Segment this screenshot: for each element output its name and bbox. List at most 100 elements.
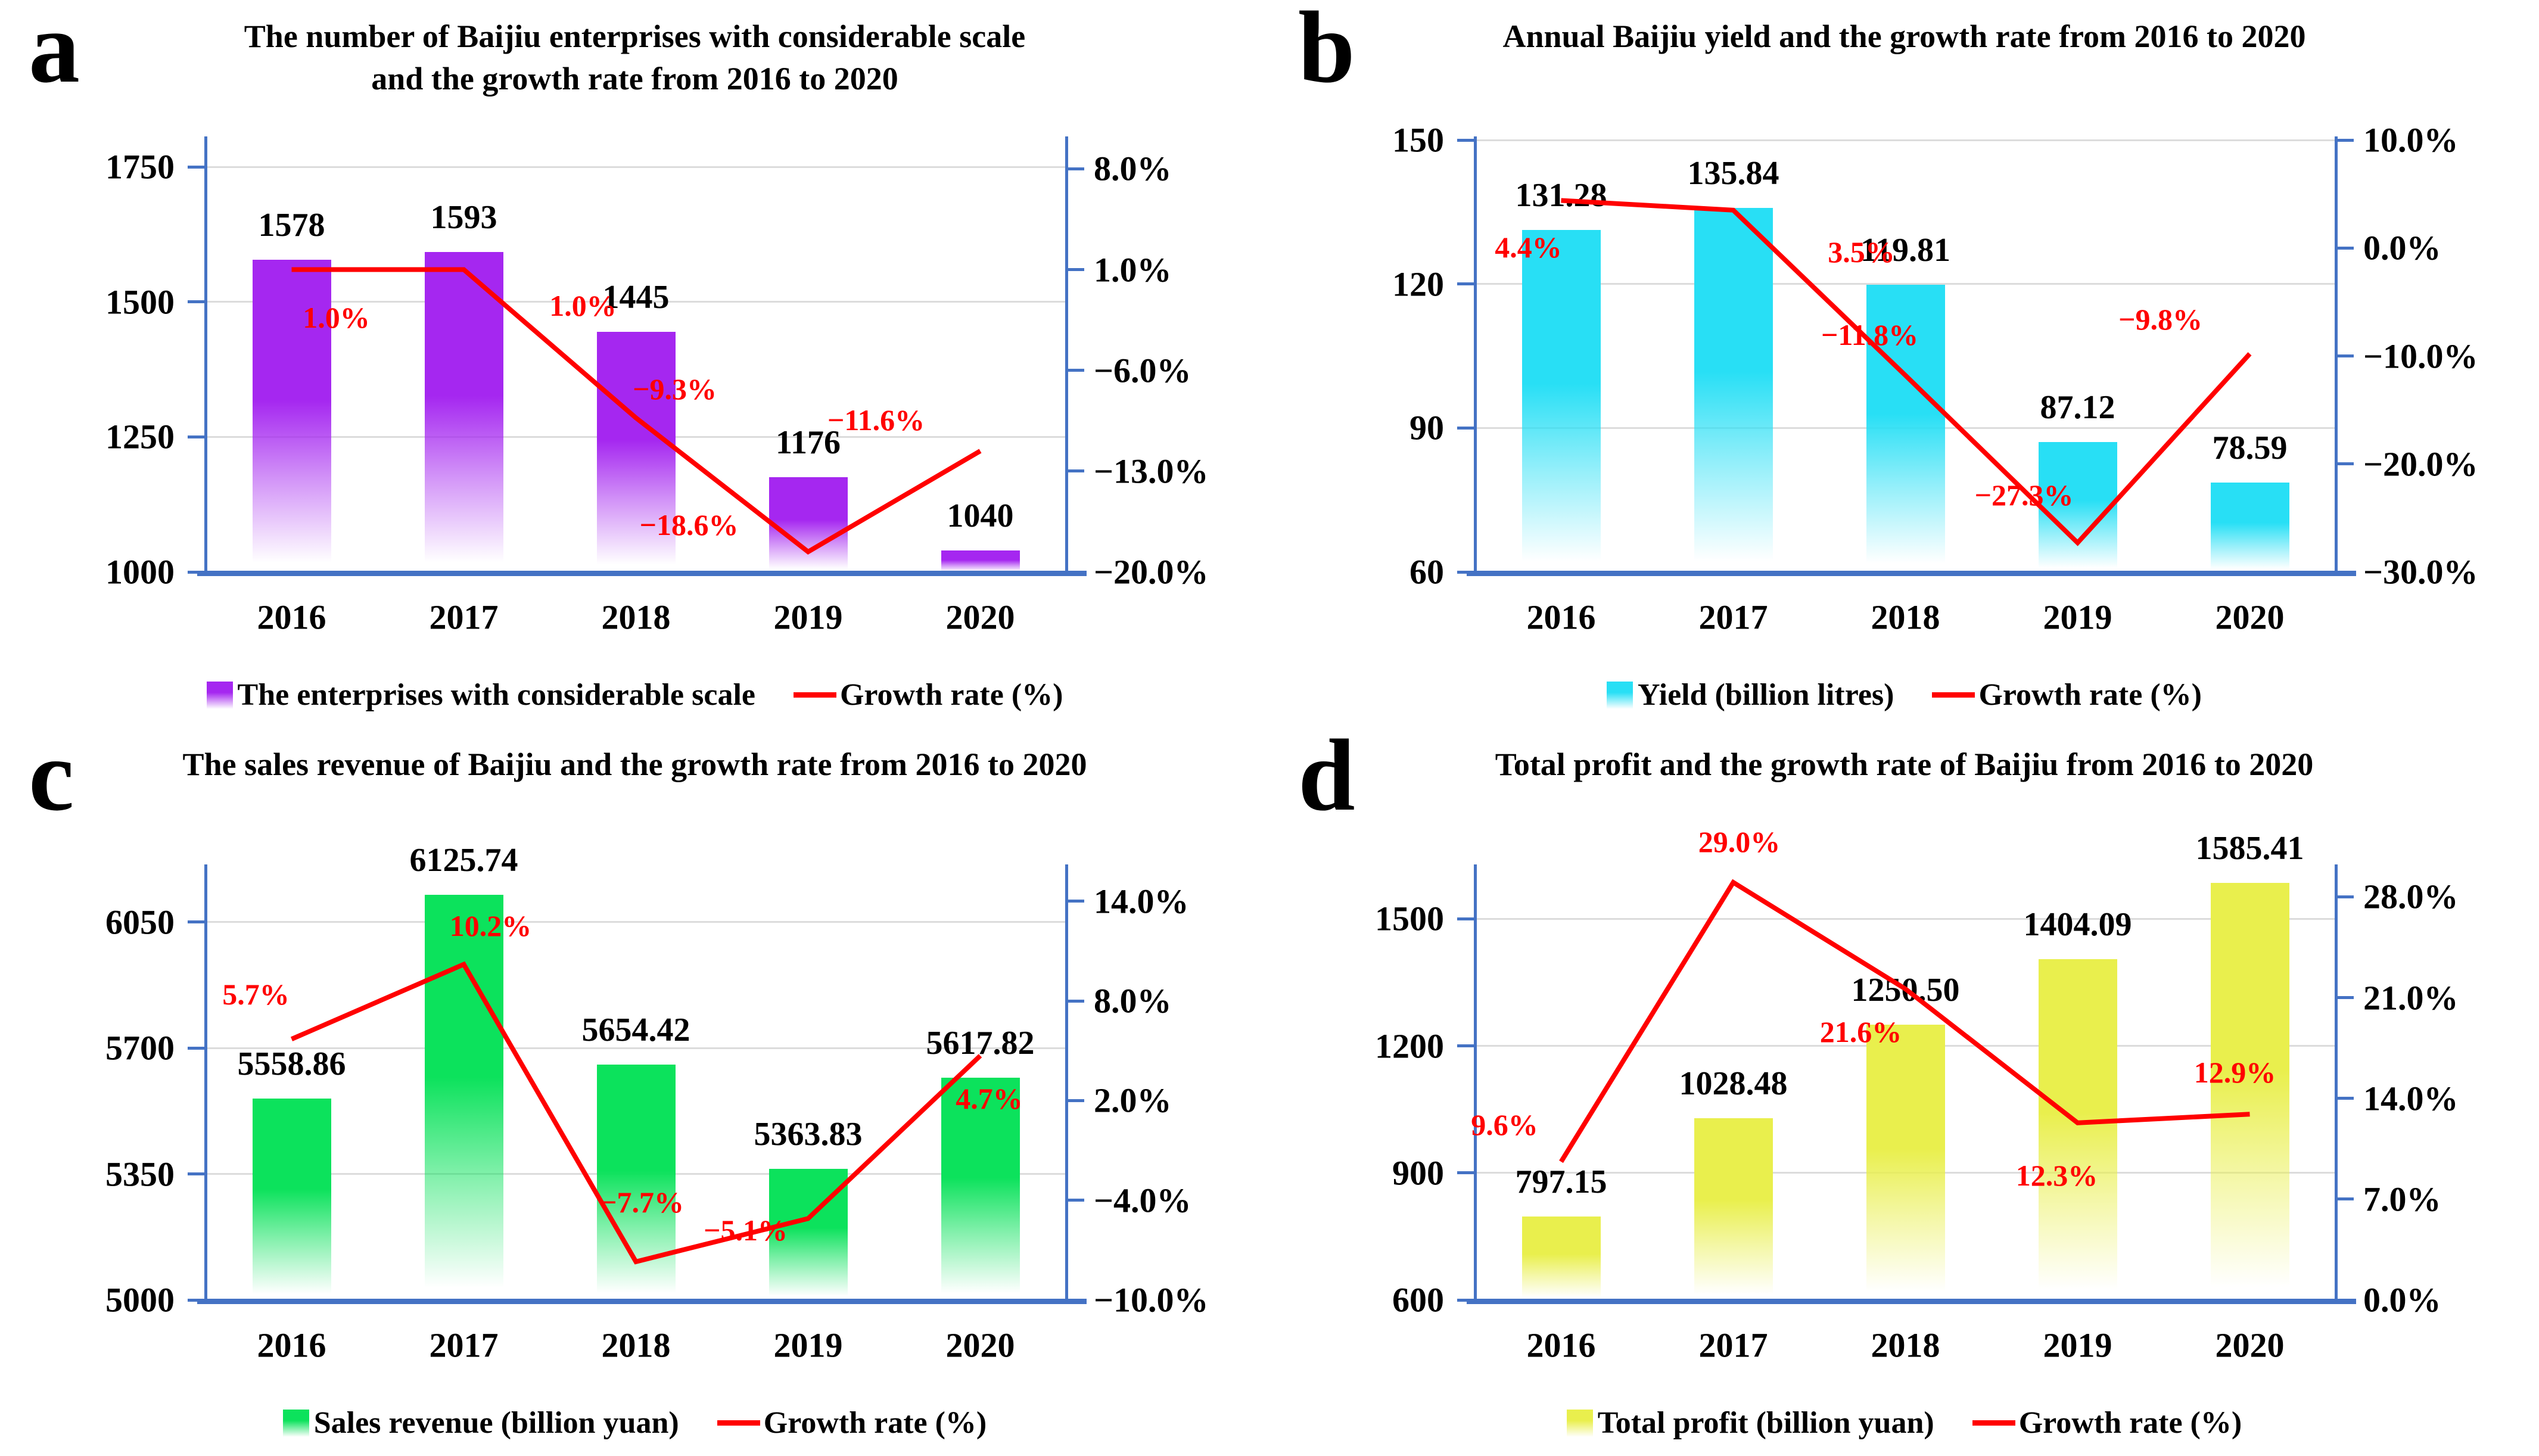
right-axis-tick-label: 21.0% <box>2363 978 2459 1017</box>
legend: Yield (billion litres) Growth rate (%) <box>1270 677 2539 713</box>
left-tick <box>188 1172 206 1176</box>
x-tick-label: 2016 <box>257 1326 326 1365</box>
growth-rate-polyline <box>290 961 982 1265</box>
y-axis-left <box>1474 136 1477 575</box>
y-axis-right <box>1065 136 1068 575</box>
left-tick <box>188 165 206 169</box>
bar <box>1521 229 1601 572</box>
bar <box>768 477 848 572</box>
bar-value-label: 1404.09 <box>2023 906 2132 944</box>
chart-title: Total profit and the growth rate of Baij… <box>1495 746 2314 782</box>
growth-rate-polyline <box>1561 198 2252 546</box>
growth-rate-line <box>1561 198 2252 546</box>
bar <box>2210 483 2289 572</box>
y-axis-right <box>2335 864 2338 1303</box>
legend: Total profit (billion yuan) Growth rate … <box>1270 1405 2539 1441</box>
left-axis-tick-label: 6050 <box>105 903 175 942</box>
right-tick <box>2336 895 2354 898</box>
left-tick <box>1457 138 1475 142</box>
bar <box>2038 959 2117 1300</box>
y-axis-left <box>204 864 207 1303</box>
x-tick-label: 2017 <box>429 598 499 637</box>
growth-rate-line <box>1559 879 2250 1163</box>
right-axis-tick-label: −30.0% <box>2363 552 2478 592</box>
line-marker-icon <box>1932 692 1975 698</box>
line-marker-icon <box>717 1420 760 1426</box>
x-tick-label: 2019 <box>773 1326 843 1365</box>
growth-rate-label: 1.0% <box>549 288 617 322</box>
panel-b: b Annual Baijiu yield and the growth rat… <box>1270 0 2539 728</box>
chart-title: The sales revenue of Baijiu and the grow… <box>182 746 1087 782</box>
growth-rate-label: 1.0% <box>303 300 370 334</box>
legend-item-line: Growth rate (%) <box>717 1405 987 1441</box>
right-tick <box>1066 167 1084 170</box>
legend-line-label: Growth rate (%) <box>763 1406 987 1440</box>
right-tick <box>1066 999 1084 1003</box>
gridline <box>206 921 1066 923</box>
right-axis-tick-label: 1.0% <box>1094 250 1172 289</box>
left-tick <box>1457 1044 1475 1048</box>
legend: Sales revenue (billion yuan) Growth rate… <box>0 1405 1270 1441</box>
left-tick <box>1457 426 1475 430</box>
right-tick <box>2336 1197 2354 1201</box>
gridline <box>206 301 1066 303</box>
left-axis-tick-label: 900 <box>1392 1153 1444 1193</box>
bar-value-label: 1578 <box>258 207 325 244</box>
right-tick <box>1066 268 1084 271</box>
legend-item-bar: The enterprises with considerable scale <box>206 677 755 713</box>
right-axis-tick-label: −4.0% <box>1094 1181 1191 1220</box>
bar-value-label: 5363.83 <box>754 1116 863 1153</box>
growth-rate-label: 10.2% <box>449 909 532 942</box>
bar-value-label: 5558.86 <box>237 1046 346 1083</box>
growth-rate-label: 12.9% <box>2193 1056 2276 1090</box>
legend-bar-label: Yield (billion litres) <box>1638 678 1894 712</box>
bar-value-label: 87.12 <box>2040 388 2115 426</box>
left-axis-tick-label: 5700 <box>105 1028 175 1068</box>
bar <box>1694 1118 1773 1300</box>
bar-value-label: 1176 <box>776 424 841 461</box>
legend-item-bar: Total profit (billion yuan) <box>1566 1405 1934 1441</box>
line-marker-icon <box>793 692 836 698</box>
right-tick <box>1066 469 1084 473</box>
x-tick-label: 2017 <box>1698 598 1768 637</box>
panel-letter: a <box>29 0 80 104</box>
growth-rate-label: −11.8% <box>1821 318 1919 352</box>
right-axis-tick-label: 8.0% <box>1094 981 1172 1021</box>
bar-value-label: 1040 <box>947 497 1014 534</box>
right-axis-tick-label: 0.0% <box>2363 1280 2441 1320</box>
right-tick <box>2336 1298 2354 1302</box>
x-tick-label: 2020 <box>945 1326 1015 1365</box>
left-tick <box>188 1046 206 1050</box>
x-tick-label: 2017 <box>1698 1326 1768 1365</box>
right-tick <box>1066 369 1084 372</box>
right-axis-tick-label: 7.0% <box>2363 1180 2441 1219</box>
left-tick <box>188 435 206 438</box>
legend-item-line: Growth rate (%) <box>1932 677 2202 713</box>
growth-rate-label: 4.4% <box>1495 230 1562 264</box>
growth-rate-label: 12.3% <box>2015 1158 2098 1192</box>
left-tick <box>188 920 206 924</box>
x-tick-label: 2016 <box>1526 598 1596 637</box>
x-axis <box>197 1299 1087 1304</box>
growth-rate-label: −27.3% <box>1974 478 2074 512</box>
chart-title: Annual Baijiu yield and the growth rate … <box>1502 18 2306 54</box>
right-tick <box>1066 1298 1084 1302</box>
growth-rate-label: 9.6% <box>1471 1108 1538 1141</box>
x-tick-label: 2020 <box>945 598 1015 637</box>
legend: The enterprises with considerable scale … <box>0 677 1270 713</box>
right-tick <box>2336 1097 2354 1100</box>
x-axis <box>1467 571 2356 576</box>
right-axis-tick-label: −13.0% <box>1094 452 1209 491</box>
chart-title: The number of Baijiu enterprises with co… <box>244 18 1026 97</box>
right-tick <box>1066 1199 1084 1202</box>
x-tick-label: 2017 <box>429 1326 499 1365</box>
growth-rate-label: −9.3% <box>633 372 717 406</box>
panel-letter: c <box>29 728 74 832</box>
legend-item-line: Growth rate (%) <box>1972 1405 2242 1441</box>
left-tick <box>188 1298 206 1302</box>
bar-value-label: 1593 <box>430 198 497 236</box>
bar <box>252 1099 331 1300</box>
bar-value-label: 797.15 <box>1515 1163 1607 1200</box>
left-axis-tick-label: 150 <box>1392 120 1444 160</box>
